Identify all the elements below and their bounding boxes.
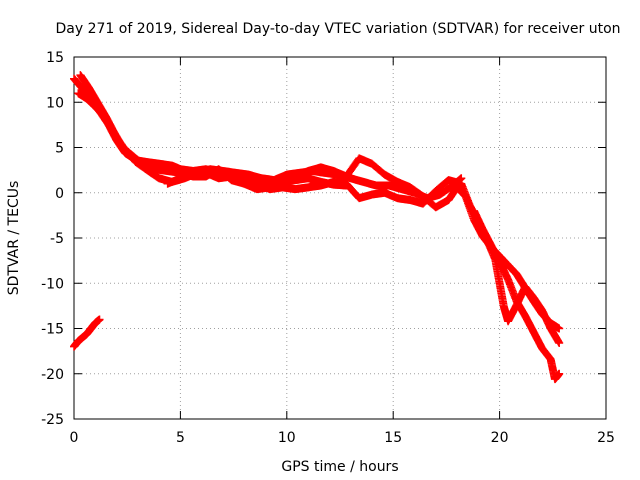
axes [73,56,607,420]
x-tick-label: 10 [278,430,296,446]
data-points [70,71,564,384]
data-point [555,369,564,378]
chart-title: Day 271 of 2019, Sidereal Day-to-day VTE… [55,21,620,37]
y-tick-label: -10 [41,276,64,292]
x-tick-label: 15 [384,430,402,446]
y-tick-label: 15 [46,50,64,66]
labels: 0 5 10 15 20 25 -25 -20 -15 -10 -5 0 5 10 15 [41,50,615,446]
y-tick-label: 5 [55,141,64,157]
x-tick-label: 5 [176,430,185,446]
series-track-5 [470,206,564,384]
data-point [555,324,564,333]
x-tick-label: 25 [597,430,615,446]
data-point [95,315,104,324]
x-tick-label: 0 [70,430,79,446]
grid [74,57,606,419]
series-track-6 [70,315,104,351]
y-tick-label: -25 [41,412,64,428]
y-tick-label: -5 [50,231,64,247]
x-axis-title: GPS time / hours [281,459,398,475]
x-tick-label: 20 [491,430,509,446]
y-tick-label: -15 [41,322,64,338]
y-axis-title: SDTVAR / TECUs [6,181,22,296]
y-tick-label: -20 [41,367,64,383]
y-tick-label: 0 [55,186,64,202]
data-point [555,338,564,347]
y-tick-label: 10 [46,95,64,111]
